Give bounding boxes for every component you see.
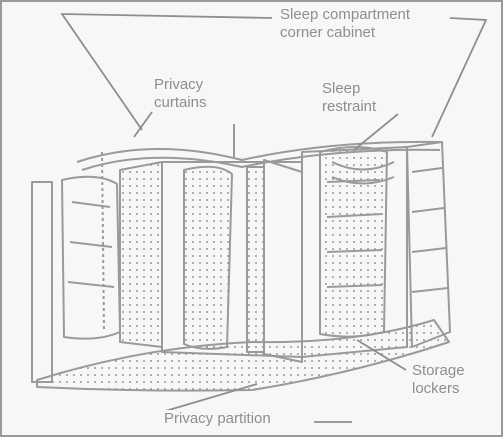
corner-cabinet <box>406 141 451 348</box>
label-sleep-restraint: Sleep restraint <box>320 80 379 116</box>
privacy-curtain-left <box>101 151 105 333</box>
center-sleeping-bag <box>183 165 233 350</box>
label-sleep-compartment-cabinet: Sleep compartment corner cabinet <box>278 6 413 42</box>
label-storage-lockers: Storage lockers <box>410 362 467 398</box>
label-storage-line1: Storage <box>412 362 465 379</box>
right-sleeping-bag <box>319 146 388 338</box>
label-privacy-partition: Privacy partition <box>162 410 273 428</box>
center-locker-column <box>246 166 265 353</box>
label-lockers-line2: lockers <box>412 380 460 397</box>
left-end-wall <box>31 181 53 383</box>
left-partition <box>119 161 163 348</box>
label-curtains-line2: curtains <box>154 94 207 111</box>
label-privacy-curtains: Privacy curtains <box>152 76 209 112</box>
leader-cabinet-2 <box>431 17 488 138</box>
leader-lockers <box>356 339 407 371</box>
label-corner-cabinet-line2: corner cabinet <box>280 24 376 41</box>
leader-curtains-1 <box>133 111 153 138</box>
leader-restraint <box>353 113 399 151</box>
label-sleep-line1: Sleep <box>322 80 361 97</box>
left-sleeping-bag <box>61 175 121 340</box>
label-sleep-compartment-line1: Sleep compartment <box>280 6 411 23</box>
leader-partition <box>161 383 352 423</box>
center-partition <box>263 159 303 363</box>
leader-cabinet-1 <box>60 13 273 131</box>
label-privacy-line1: Privacy <box>154 76 204 93</box>
top-rim <box>76 140 443 163</box>
label-restraint-line2: restraint <box>322 98 377 115</box>
sleep-restraint-strap <box>331 161 395 185</box>
